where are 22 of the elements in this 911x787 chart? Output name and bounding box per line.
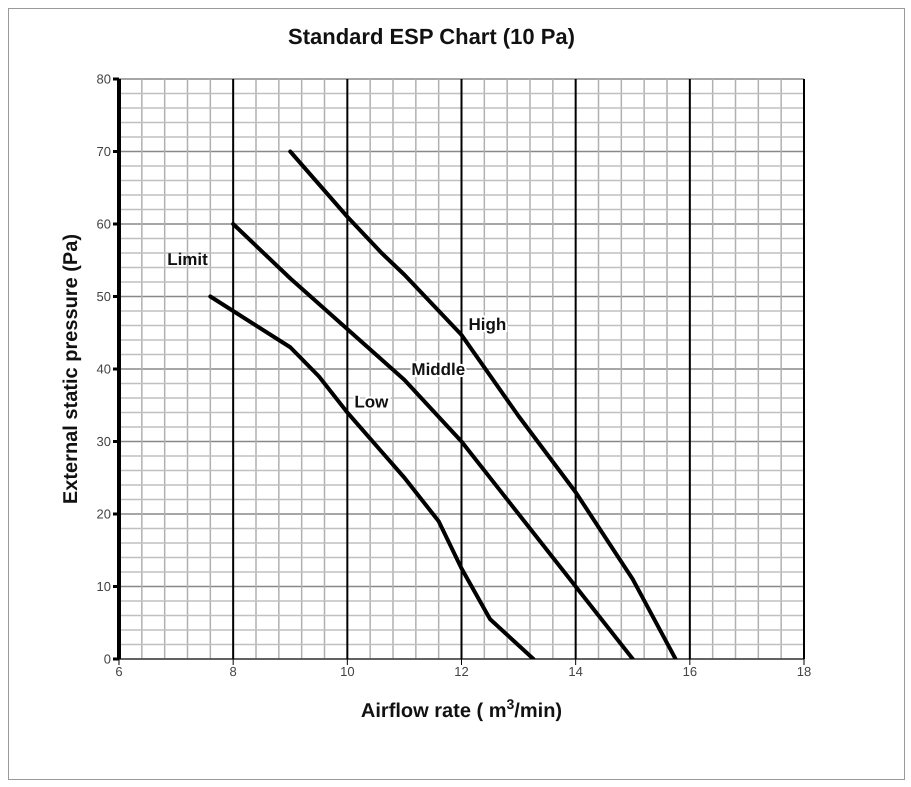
x-tick-label: 16 xyxy=(682,664,698,680)
x-tick-label: 14 xyxy=(568,664,583,680)
y-tick-label: 40 xyxy=(96,362,111,377)
y-tick-label: 30 xyxy=(96,434,111,450)
x-axis-title: Airflow rate ( m$^{3}$/min) xyxy=(360,696,562,722)
x-tick-label: 12 xyxy=(454,664,469,680)
x-tick-label: 8 xyxy=(230,664,237,680)
series-label: Low xyxy=(354,392,390,412)
x-tick-label: 18 xyxy=(796,664,812,680)
series-label: High xyxy=(468,314,506,334)
y-tick-label: 60 xyxy=(96,216,111,232)
y-tick-label: 80 xyxy=(96,72,111,87)
y-tick-label: 20 xyxy=(96,506,111,522)
y-tick-label: 0 xyxy=(104,652,111,667)
y-axis-title: External static pressure (Pa) xyxy=(60,234,82,504)
y-tick-label: 50 xyxy=(96,289,111,304)
y-tick-label: 10 xyxy=(96,579,111,594)
chart-title: Standard ESP Chart (10 Pa) xyxy=(288,24,575,49)
y-tick-label: 70 xyxy=(96,144,111,160)
x-tick-label: 6 xyxy=(115,664,123,680)
annotation: Limit xyxy=(167,250,208,269)
x-tick-label: 10 xyxy=(340,664,355,680)
